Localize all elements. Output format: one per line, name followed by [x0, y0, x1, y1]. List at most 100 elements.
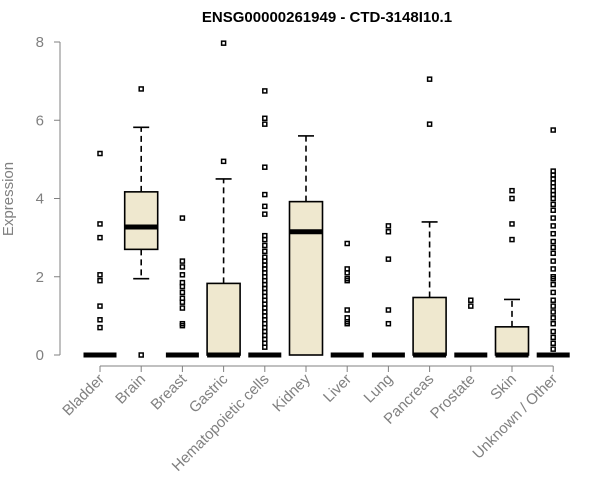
outlier-point	[550, 281, 556, 288]
x-tick-label: Kidney	[269, 370, 314, 415]
x-tick-label: Brain	[112, 371, 149, 408]
box-group	[371, 223, 405, 358]
outlier-point	[550, 127, 556, 133]
outlier-point	[262, 344, 268, 350]
outlier-point	[344, 270, 350, 276]
outlier-point	[550, 275, 556, 282]
outlier-point	[138, 86, 144, 92]
box-group	[165, 215, 199, 358]
outlier-point	[179, 258, 186, 264]
outlier-point	[550, 334, 556, 341]
outlier-point	[138, 352, 144, 358]
outlier-point	[509, 236, 515, 243]
outlier-point	[550, 328, 556, 335]
box-group	[206, 40, 241, 358]
outlier-point	[550, 309, 556, 315]
outlier-point	[262, 242, 268, 249]
y-axis: 0 2 4 6 8	[36, 34, 61, 364]
outlier-point	[220, 40, 227, 46]
outlier-point	[385, 229, 392, 235]
outlier-point	[97, 277, 103, 284]
outlier-point	[385, 320, 392, 327]
box-group	[248, 88, 282, 358]
outlier-point	[262, 236, 268, 243]
outlier-point	[344, 320, 350, 327]
outlier-point	[97, 150, 103, 157]
outlier-point	[509, 187, 515, 194]
outlier-point	[262, 211, 268, 217]
outlier-point	[550, 230, 556, 237]
outlier-point	[97, 324, 103, 331]
box-group	[83, 150, 117, 358]
outlier-point	[344, 307, 350, 313]
outlier-point	[385, 307, 392, 313]
outlier-point	[550, 266, 556, 272]
outlier-point	[550, 289, 556, 296]
outlier-point	[550, 223, 556, 229]
outlier-point	[550, 297, 556, 303]
outlier-point	[550, 238, 556, 245]
outlier-point	[262, 191, 268, 198]
outlier-point	[179, 322, 186, 329]
y-tick-label: 6	[36, 112, 44, 129]
outlier-point	[550, 340, 556, 347]
y-axis-label: Expression	[0, 162, 17, 236]
outlier-point	[179, 289, 186, 296]
box-group	[494, 187, 530, 358]
box-body	[494, 326, 530, 356]
outlier-point	[550, 320, 556, 327]
x-tick-label: Skin	[487, 371, 520, 404]
box-body	[206, 282, 241, 356]
outlier-point	[262, 88, 268, 94]
outlier-point	[179, 264, 186, 270]
outlier-point	[550, 346, 556, 352]
outlier-point	[426, 76, 433, 82]
box-group	[536, 127, 570, 358]
outlier-point	[550, 315, 556, 321]
outlier-point	[179, 299, 186, 305]
box-group	[330, 240, 364, 358]
y-tick-label: 0	[36, 347, 44, 364]
outlier-point	[468, 297, 474, 303]
outlier-point	[97, 317, 103, 323]
outlier-point	[97, 221, 103, 227]
plot-area	[83, 40, 570, 358]
y-tick-label: 8	[36, 34, 44, 51]
x-tick-label: Breast	[148, 370, 191, 413]
x-tick-label: Bladder	[59, 371, 108, 420]
x-tick-label: Lung	[361, 371, 397, 407]
outlier-point	[344, 277, 350, 284]
outlier-point	[468, 303, 474, 309]
outlier-point	[97, 272, 103, 278]
box-body	[123, 191, 159, 251]
outlier-point	[550, 215, 556, 221]
outlier-point	[385, 256, 392, 262]
box-group	[288, 135, 324, 356]
box-group	[454, 297, 488, 358]
outlier-point	[179, 283, 186, 290]
outlier-point	[344, 240, 350, 247]
outlier-point	[550, 207, 556, 213]
outlier-point	[179, 215, 186, 221]
chart-title: ENSG00000261949 - CTD-3148I10.1	[202, 9, 452, 26]
outlier-point	[509, 221, 515, 227]
outlier-point	[262, 121, 268, 127]
outlier-point	[550, 258, 556, 264]
box-group	[412, 76, 447, 358]
outlier-point	[550, 250, 556, 257]
y-tick-label: 4	[36, 191, 44, 208]
outlier-point	[262, 203, 268, 210]
outlier-point	[220, 158, 227, 165]
outlier-point	[262, 164, 268, 170]
outlier-point	[385, 223, 392, 229]
outlier-point	[550, 303, 556, 309]
outlier-point	[262, 248, 268, 255]
y-tick-label: 2	[36, 269, 44, 286]
box-body	[412, 296, 447, 356]
outlier-point	[550, 201, 556, 208]
outlier-point	[262, 115, 268, 122]
outlier-point	[179, 272, 186, 278]
outlier-point	[97, 303, 103, 309]
